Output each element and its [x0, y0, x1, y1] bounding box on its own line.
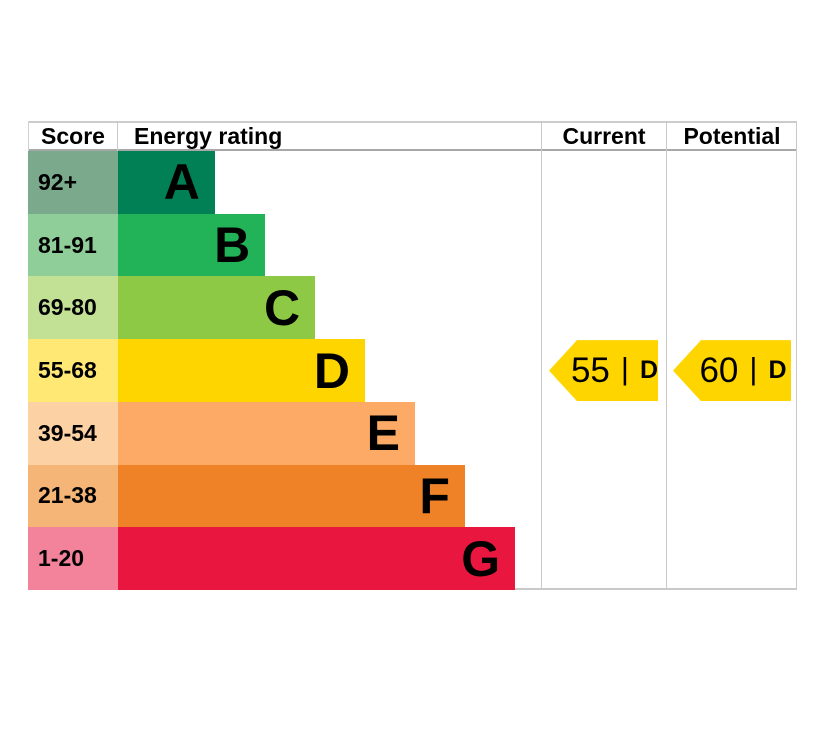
band-row-a: 92+ A	[28, 151, 797, 214]
current-separator: |	[620, 351, 629, 387]
current-column-divider	[541, 121, 542, 590]
score-column-header: Score	[41, 122, 105, 149]
band-row-d: 55-68 D	[28, 339, 797, 402]
score-column-divider	[117, 123, 118, 151]
score-range-a: 92+	[28, 151, 118, 214]
score-range-b: 81-91	[28, 213, 118, 277]
score-range-f: 21-38	[28, 464, 118, 528]
potential-column-header: Potential	[683, 122, 781, 149]
band-row-b: 81-91 B	[28, 213, 797, 277]
potential-grade-letter: D	[768, 356, 787, 385]
grade-bar-e: E	[118, 401, 415, 465]
band-row-g: 1-20 G	[28, 527, 797, 591]
grade-bar-b: B	[118, 213, 266, 277]
potential-column: 60 | D	[667, 151, 797, 588]
score-range-g: 1-20	[28, 527, 118, 591]
potential-score-value: 60	[699, 351, 739, 391]
chart-table: Score Energy rating Current Potential 92…	[28, 121, 797, 591]
score-range-d: 55-68	[28, 339, 118, 402]
grade-bar-c: C	[118, 276, 316, 340]
grade-bar-d: D	[118, 339, 366, 402]
band-row-f: 21-38 F	[28, 464, 797, 528]
energy-rating-column-header: Energy rating	[134, 122, 283, 149]
potential-column-divider	[666, 121, 667, 590]
potential-separator: |	[749, 351, 758, 387]
header-bottom-border	[28, 149, 797, 151]
current-grade-letter: D	[639, 356, 659, 385]
current-score-value: 55	[570, 351, 610, 391]
current-column: 55 | D	[542, 151, 666, 588]
grade-bar-a: A	[118, 151, 215, 214]
table-top-border	[28, 121, 797, 123]
bands: 92+ A 81-91 B 69-80 C 55-68 D 39-54 E 21-38 F 1-20 G	[28, 151, 797, 591]
score-range-e: 39-54	[28, 401, 118, 465]
current-column-header: Current	[562, 122, 646, 149]
grade-bar-g: G	[118, 527, 516, 591]
band-row-c: 69-80 C	[28, 276, 797, 340]
table-right-border	[796, 121, 797, 590]
grade-bar-f: F	[118, 464, 465, 528]
band-row-e: 39-54 E	[28, 401, 797, 465]
current-rating-arrow: 55 | D	[549, 340, 659, 402]
score-range-c: 69-80	[28, 276, 118, 340]
table-left-border	[28, 121, 29, 151]
potential-rating-arrow: 60 | D	[673, 340, 791, 402]
